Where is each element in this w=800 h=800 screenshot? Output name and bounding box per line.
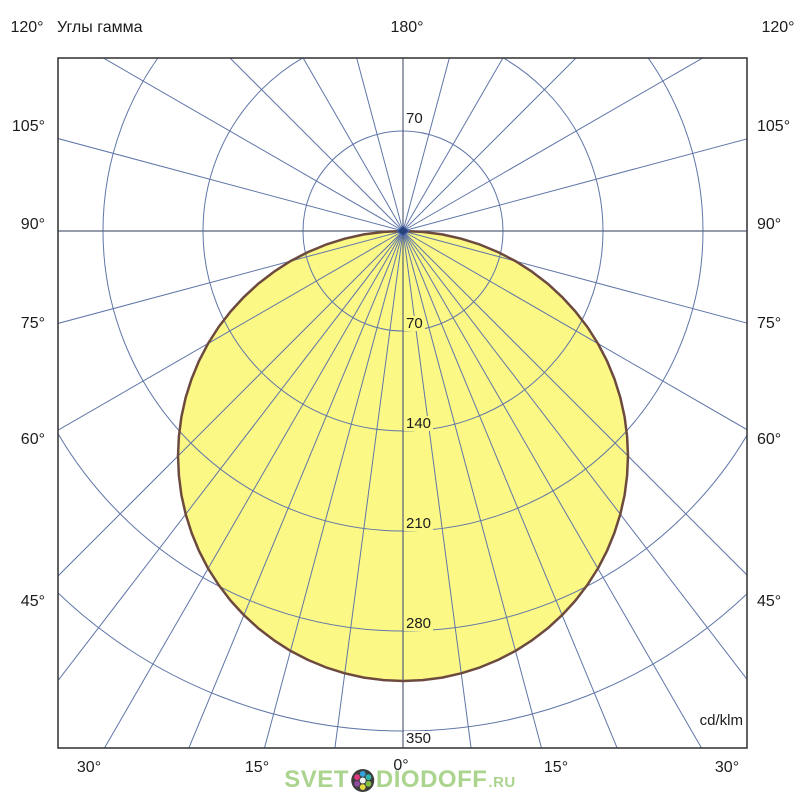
gamma-label-top-center: 180° — [390, 19, 424, 36]
gamma-line-l45 — [58, 230, 404, 577]
logo-dot-1 — [359, 770, 366, 777]
gamma-label-left-90: 90° — [20, 216, 45, 233]
ring-label-70: 70 — [404, 315, 425, 332]
gamma-line-l37.5 — [58, 230, 404, 682]
gamma-label-bottom-30l: 30° — [76, 759, 102, 776]
gamma-line-r60 — [402, 230, 747, 431]
gamma-line-l60 — [58, 230, 404, 431]
gamma-line-r150 — [402, 58, 504, 232]
gamma-label-right-75: 75° — [757, 315, 782, 332]
logo-dot-4 — [359, 783, 366, 790]
gamma-line-l75 — [58, 230, 404, 324]
gamma-line-r45 — [402, 230, 747, 576]
gamma-label-left-60: 60° — [20, 431, 45, 448]
gamma-line-r22.5 — [402, 230, 618, 748]
ring-label-280: 280 — [404, 615, 434, 632]
gamma-line-r135 — [402, 58, 577, 232]
gamma-line-r120 — [402, 58, 704, 232]
pole-marker — [396, 225, 410, 237]
watermark: SVET DIODOFF .RU — [284, 767, 516, 793]
watermark-text-right: DIODOFF — [375, 766, 488, 793]
gamma-label-bottom-15l: 15° — [244, 759, 270, 776]
watermark-tld: .RU — [488, 774, 516, 791]
gamma-label-bottom-15r: 15° — [543, 759, 569, 776]
logo-dot-3 — [365, 780, 372, 787]
watermark-text-left: SVET — [284, 766, 349, 793]
ring-label-350: 350 — [404, 730, 434, 747]
gamma-line-r15 — [402, 230, 543, 748]
watermark-logo-icon — [350, 768, 374, 792]
gamma-line-r105 — [402, 138, 747, 232]
gamma-line-l135 — [229, 58, 404, 232]
gamma-label-bottom-0: 0° — [393, 757, 409, 774]
plot-frame — [57, 57, 748, 749]
gamma-label-left-105: 105° — [11, 118, 45, 135]
gamma-line-r75 — [402, 230, 747, 324]
gamma-label-right-90: 90° — [757, 216, 782, 233]
gamma-line-l22.5 — [188, 230, 404, 748]
gamma-label-top-left: 120° — [10, 19, 44, 36]
ring-label-70-upper: 70 — [406, 110, 423, 127]
gamma-line-l165 — [356, 58, 404, 232]
gamma-line-l15 — [263, 230, 404, 748]
logo-dot-5 — [353, 780, 360, 787]
ring-label-210: 210 — [404, 515, 434, 532]
intensity-curve-outline — [176, 229, 630, 683]
gamma-line-l30 — [103, 230, 404, 748]
gamma-line-l7.5 — [334, 230, 404, 748]
ring-label-140: 140 — [404, 415, 434, 432]
logo-dot-2 — [365, 773, 372, 780]
gamma-label-right-60: 60° — [757, 431, 782, 448]
gamma-line-l105 — [58, 138, 404, 232]
gamma-line-l150 — [302, 58, 404, 232]
chart-title: Углы гамма — [57, 19, 143, 36]
gamma-line-r37.5 — [402, 230, 747, 681]
unit-label: cd/klm — [699, 712, 743, 729]
gamma-line-l120 — [102, 58, 404, 232]
gamma-label-right-105: 105° — [757, 118, 791, 135]
gamma-label-left-45: 45° — [20, 593, 45, 610]
gamma-line-r30 — [402, 230, 703, 748]
gamma-line-r7.5 — [402, 230, 472, 748]
gamma-label-top-right: 120° — [761, 19, 795, 36]
gamma-label-right-45: 45° — [757, 593, 782, 610]
logo-center-dot — [359, 777, 366, 783]
gamma-label-bottom-30r: 30° — [714, 759, 740, 776]
gamma-label-left-75: 75° — [20, 315, 45, 332]
gamma-line-r165 — [402, 58, 450, 232]
logo-dot-0 — [353, 773, 360, 780]
